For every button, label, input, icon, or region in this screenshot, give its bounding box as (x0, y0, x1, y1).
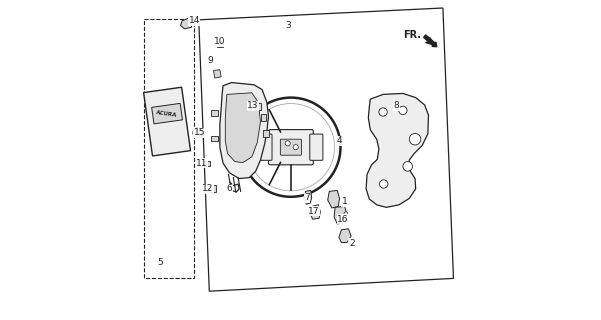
Text: 9: 9 (207, 56, 213, 65)
Circle shape (285, 141, 290, 146)
Circle shape (379, 108, 387, 116)
Bar (204, 161, 210, 166)
Bar (211, 110, 218, 116)
FancyArrow shape (424, 35, 437, 47)
Text: FR.: FR. (403, 29, 421, 40)
Polygon shape (213, 70, 221, 78)
Circle shape (195, 131, 200, 135)
Text: 3: 3 (285, 21, 290, 30)
Bar (255, 103, 261, 110)
Polygon shape (220, 83, 269, 179)
Polygon shape (339, 229, 351, 243)
Text: 7: 7 (304, 193, 310, 202)
Text: 8: 8 (394, 101, 400, 110)
FancyBboxPatch shape (259, 134, 272, 160)
Bar (218, 41, 223, 47)
Text: 11: 11 (196, 159, 208, 168)
Text: 10: 10 (214, 37, 225, 46)
Polygon shape (151, 103, 183, 124)
Polygon shape (225, 93, 260, 163)
Text: ACURA: ACURA (156, 110, 178, 117)
Text: 16: 16 (337, 215, 349, 224)
Polygon shape (366, 93, 429, 207)
Text: 15: 15 (194, 128, 206, 137)
Text: 5: 5 (157, 258, 163, 267)
Text: 6: 6 (227, 184, 233, 193)
Bar (209, 185, 216, 192)
Polygon shape (310, 205, 320, 219)
Circle shape (193, 128, 202, 137)
Polygon shape (304, 190, 312, 204)
Bar (263, 130, 269, 137)
Text: 14: 14 (189, 16, 200, 25)
Text: 4: 4 (336, 136, 342, 145)
FancyBboxPatch shape (280, 139, 302, 155)
Circle shape (344, 212, 348, 216)
Bar (211, 136, 218, 141)
Circle shape (403, 162, 412, 171)
Text: 2: 2 (349, 239, 355, 248)
Text: 1: 1 (342, 197, 347, 206)
Bar (260, 114, 266, 121)
Text: 13: 13 (248, 101, 259, 110)
Text: 12: 12 (202, 184, 213, 193)
Polygon shape (334, 206, 347, 224)
Text: 17: 17 (308, 207, 319, 216)
Circle shape (380, 180, 388, 188)
Polygon shape (328, 190, 340, 208)
Circle shape (293, 145, 298, 150)
Circle shape (398, 106, 407, 115)
FancyBboxPatch shape (310, 134, 323, 160)
Polygon shape (144, 87, 191, 156)
Circle shape (409, 133, 421, 145)
FancyBboxPatch shape (269, 130, 313, 165)
Polygon shape (180, 18, 192, 29)
